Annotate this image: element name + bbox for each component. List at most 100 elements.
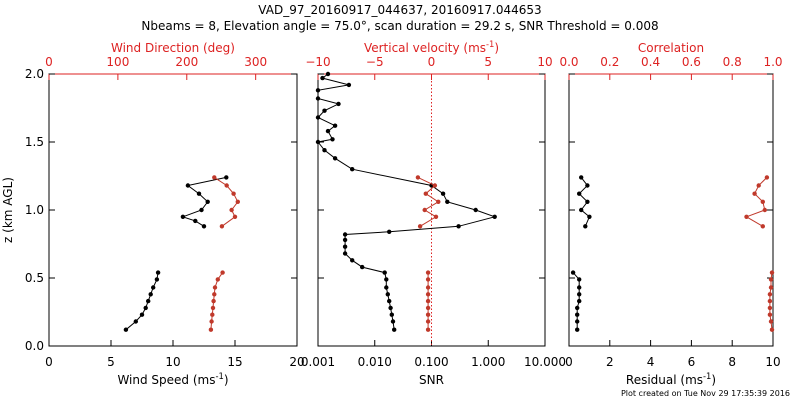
data-point <box>768 285 774 290</box>
series-line-wind-black <box>125 272 159 331</box>
y-tick-label: 0.5 <box>25 271 44 285</box>
data-point <box>752 191 757 196</box>
data-point <box>583 224 588 229</box>
data-point <box>473 207 478 213</box>
data-point <box>322 148 327 153</box>
data-point <box>332 156 338 161</box>
data-point <box>325 71 331 77</box>
top-axis-label-snr: Vertical velocity (ms-1) <box>364 39 499 55</box>
data-point <box>425 270 431 275</box>
data-point <box>315 115 321 120</box>
data-point <box>387 229 392 234</box>
data-point <box>769 270 775 275</box>
data-point <box>425 277 431 282</box>
data-point <box>767 312 773 317</box>
data-point <box>579 207 584 213</box>
data-point <box>180 214 186 219</box>
x-axis-label-wind: Wind Speed (ms-1) <box>117 371 228 387</box>
top-tick-label: 1.0 <box>763 55 782 69</box>
top-tick-label: −5 <box>366 55 384 69</box>
data-point <box>220 270 225 275</box>
data-point <box>445 199 450 204</box>
top-tick-label: 300 <box>244 55 267 69</box>
top-tick-label: 200 <box>175 55 198 69</box>
data-point <box>320 75 325 81</box>
data-point <box>235 199 240 204</box>
data-point <box>384 285 389 290</box>
data-point <box>201 224 207 229</box>
top-tick-label: 100 <box>106 55 129 69</box>
data-point <box>211 298 216 304</box>
bottom-tick-label: 0.001 <box>301 355 335 369</box>
data-point <box>155 270 161 275</box>
data-point <box>415 175 421 180</box>
panel-frame-corr <box>568 73 774 347</box>
data-point <box>330 137 335 142</box>
data-point <box>205 199 210 204</box>
data-point <box>350 167 355 172</box>
data-point <box>579 175 584 180</box>
figure-title: VAD_97_20160917_044637, 20160917.044653 <box>258 3 541 17</box>
data-point <box>760 199 765 204</box>
bottom-tick-label: 1.000 <box>471 355 505 369</box>
data-point <box>360 264 365 270</box>
bottom-tick-label: 4 <box>647 355 655 369</box>
bottom-tick-label: 0 <box>565 355 573 369</box>
data-point <box>219 224 225 229</box>
data-point <box>756 183 761 188</box>
data-point <box>577 277 582 282</box>
bottom-tick-label: 10 <box>765 355 780 369</box>
data-point <box>769 327 775 332</box>
data-point <box>432 183 438 188</box>
data-point <box>215 277 220 282</box>
y-tick-label: 2.0 <box>25 67 44 81</box>
data-point <box>212 285 218 290</box>
data-point <box>577 285 582 290</box>
bottom-tick-label: 10 <box>165 355 180 369</box>
data-point <box>315 139 321 145</box>
bottom-tick-label: 6 <box>688 355 696 369</box>
top-tick-label: −10 <box>305 55 330 69</box>
data-point <box>224 183 229 188</box>
bottom-tick-label: 0.100 <box>414 355 448 369</box>
data-point <box>422 207 427 213</box>
data-point <box>768 319 774 324</box>
top-axis-label-wind: Wind Direction (deg) <box>111 41 235 55</box>
data-point <box>342 251 348 256</box>
data-point <box>232 214 238 219</box>
data-point <box>767 292 773 297</box>
y-tick-label: 1.0 <box>25 203 44 217</box>
panel-frame-wind <box>48 73 298 347</box>
data-point <box>231 191 236 196</box>
data-point <box>425 305 431 311</box>
data-point <box>417 224 423 229</box>
data-point <box>151 285 156 290</box>
data-point <box>212 175 217 180</box>
bottom-tick-label: 0 <box>45 355 53 369</box>
data-point <box>570 270 576 275</box>
bottom-tick-label: 8 <box>728 355 736 369</box>
data-point <box>767 305 773 311</box>
data-point <box>585 183 590 188</box>
top-tick-label: 10 <box>537 55 552 69</box>
top-tick-label: 5 <box>484 55 492 69</box>
top-tick-label: 0 <box>45 55 53 69</box>
data-point <box>423 191 428 196</box>
data-point <box>767 298 773 304</box>
data-point <box>764 175 770 180</box>
data-point <box>342 232 348 237</box>
top-tick-label: 0 <box>428 55 436 69</box>
data-point <box>492 214 497 219</box>
series-line-snr-black <box>317 73 497 330</box>
data-point <box>575 327 580 332</box>
data-point <box>210 305 216 311</box>
data-point <box>587 214 592 219</box>
data-point <box>185 183 191 188</box>
data-point <box>224 175 229 180</box>
data-point <box>315 88 321 93</box>
x-axis-label-snr: SNR <box>419 373 444 387</box>
data-point <box>209 319 214 324</box>
y-tick-label: 1.5 <box>25 135 44 149</box>
